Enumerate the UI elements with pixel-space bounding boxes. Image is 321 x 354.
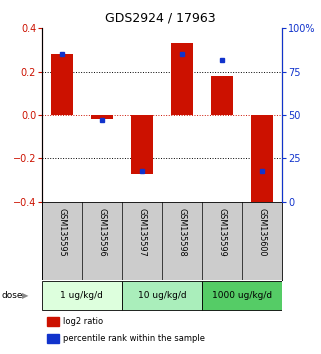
Bar [251,115,273,206]
Bar [171,44,193,115]
Text: 10 ug/kg/d: 10 ug/kg/d [138,291,187,300]
Bar [131,115,153,173]
Text: GSM135596: GSM135596 [97,208,107,257]
Text: log2 ratio: log2 ratio [64,317,103,326]
FancyBboxPatch shape [122,281,202,310]
Text: GSM135595: GSM135595 [57,208,66,257]
FancyBboxPatch shape [42,281,122,310]
Bar [47,334,58,343]
Text: percentile rank within the sample: percentile rank within the sample [64,334,205,343]
Text: GSM135598: GSM135598 [178,208,187,257]
Text: 1 ug/kg/d: 1 ug/kg/d [60,291,103,300]
FancyBboxPatch shape [202,281,282,310]
Text: GSM135600: GSM135600 [258,208,267,256]
Bar [211,76,233,115]
Bar [51,55,73,115]
Text: 1000 ug/kg/d: 1000 ug/kg/d [212,291,273,300]
Text: dose: dose [2,291,23,300]
Bar [47,317,58,326]
Text: GSM135599: GSM135599 [218,208,227,257]
Text: GSM135597: GSM135597 [137,208,147,257]
Text: ▶: ▶ [22,291,28,300]
Bar [91,115,113,119]
Text: GDS2924 / 17963: GDS2924 / 17963 [105,12,216,25]
